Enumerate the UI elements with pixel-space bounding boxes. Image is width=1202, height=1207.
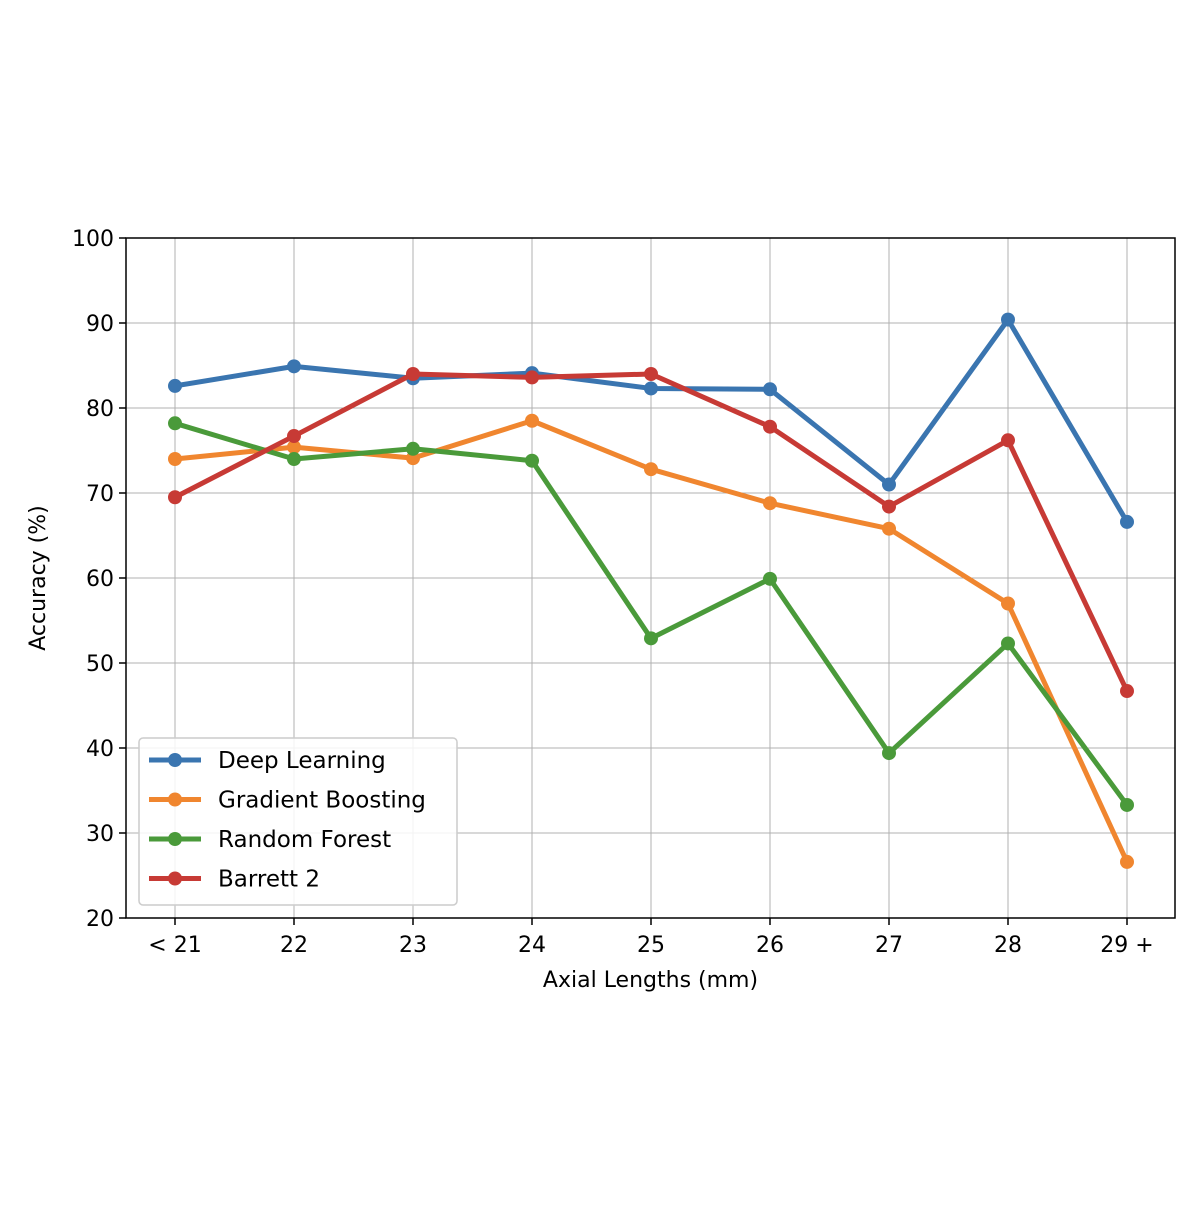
data-point [1120, 854, 1134, 869]
data-point [1120, 684, 1134, 699]
legend-label: Gradient Boosting [218, 788, 426, 814]
data-point [882, 521, 896, 536]
legend-item: Barrett 2 [149, 867, 320, 893]
data-point [1001, 596, 1015, 611]
x-axis-label: Axial Lengths (mm) [543, 968, 758, 993]
data-point [168, 416, 182, 431]
data-point [525, 413, 539, 428]
series-random-forest [168, 416, 1134, 812]
data-point [1120, 514, 1134, 529]
legend-marker [168, 832, 182, 846]
axis-ticks: < 21 22 23 24 25 26 27 28 29 + 20 30 40 50 60 70 80 90 10… [72, 227, 1154, 958]
x-tick-label: 29 + [1100, 933, 1153, 958]
y-axis-label: Accuracy (%) [26, 505, 51, 651]
x-tick-label: 23 [399, 933, 427, 958]
data-point [882, 499, 896, 514]
data-point [287, 440, 301, 455]
x-tick-label: 25 [637, 933, 665, 958]
x-tick-label: 24 [518, 933, 546, 958]
data-point [644, 367, 658, 381]
legend: Deep Learning Gradient Boosting Random For… [138, 737, 458, 906]
data-point [168, 378, 182, 393]
data-point [644, 381, 658, 396]
data-point [1120, 797, 1134, 812]
data-point [168, 490, 182, 505]
data-point [763, 382, 777, 397]
legend-marker [168, 871, 182, 886]
y-tick-label: 50 [86, 652, 114, 677]
legend-item: Deep Learning [149, 748, 386, 774]
series-lines [168, 312, 1134, 869]
data-point [644, 631, 658, 646]
x-tick-label: 27 [875, 933, 903, 958]
y-tick-label: 60 [86, 567, 114, 592]
x-tick-label: 22 [280, 933, 308, 958]
y-tick-label: 90 [86, 312, 114, 337]
data-point [287, 359, 301, 374]
data-point [644, 462, 658, 477]
series-barrett-2 [168, 367, 1134, 699]
y-tick-label: 80 [86, 397, 114, 422]
data-point [882, 746, 896, 761]
data-point [287, 452, 301, 466]
data-point [763, 496, 777, 511]
legend-label: Random Forest [218, 827, 391, 853]
data-point [1001, 312, 1015, 327]
data-point [1001, 636, 1015, 651]
data-point [763, 571, 777, 586]
x-tick-label: 26 [756, 933, 784, 958]
legend-label: Barrett 2 [218, 867, 320, 893]
data-point [287, 429, 301, 444]
y-tick-label: 100 [72, 227, 114, 252]
data-point [525, 453, 539, 468]
legend-marker [168, 792, 182, 807]
y-tick-label: 30 [86, 822, 114, 847]
data-point [406, 367, 420, 381]
y-tick-label: 20 [86, 907, 114, 932]
legend-label: Deep Learning [218, 748, 386, 774]
legend-item: Random Forest [149, 827, 391, 853]
data-point [882, 477, 896, 492]
data-point [1001, 433, 1015, 448]
y-tick-label: 40 [86, 737, 114, 762]
data-point [525, 370, 539, 385]
x-tick-label: < 21 [148, 933, 201, 958]
legend-marker [168, 753, 182, 767]
legend-box [138, 737, 458, 906]
data-point [168, 452, 182, 466]
legend-item: Gradient Boosting [149, 788, 426, 814]
x-tick-label: 28 [994, 933, 1022, 958]
data-point [763, 419, 777, 434]
y-tick-label: 70 [86, 482, 114, 507]
data-point [406, 441, 420, 456]
